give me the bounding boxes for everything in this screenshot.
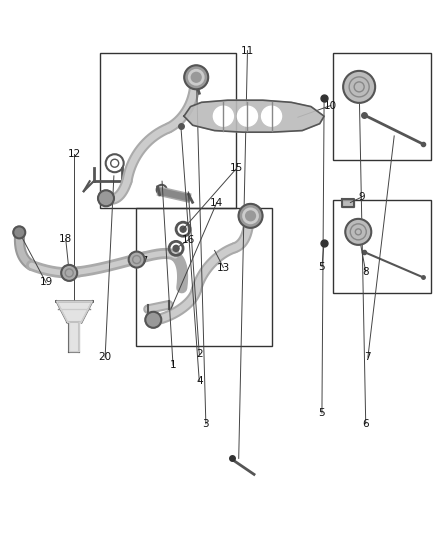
Text: 16: 16 xyxy=(182,235,195,245)
Bar xyxy=(333,53,431,160)
Circle shape xyxy=(98,190,114,206)
Circle shape xyxy=(213,106,233,126)
Text: 2: 2 xyxy=(196,350,203,359)
Circle shape xyxy=(345,219,371,245)
Circle shape xyxy=(343,71,375,103)
Circle shape xyxy=(129,252,145,268)
Text: 13: 13 xyxy=(217,263,230,272)
Polygon shape xyxy=(184,100,324,132)
Circle shape xyxy=(184,65,208,90)
Text: 7: 7 xyxy=(364,352,371,362)
Text: 10: 10 xyxy=(324,101,337,110)
Bar xyxy=(136,208,272,346)
Text: 18: 18 xyxy=(59,234,72,244)
Text: 14: 14 xyxy=(210,198,223,207)
Circle shape xyxy=(239,204,262,228)
Circle shape xyxy=(61,265,77,281)
Text: 5: 5 xyxy=(318,408,325,418)
Text: 20: 20 xyxy=(99,352,112,362)
Polygon shape xyxy=(342,198,354,207)
Text: 9: 9 xyxy=(358,192,365,202)
Text: 12: 12 xyxy=(68,149,81,158)
Circle shape xyxy=(145,312,161,328)
Text: 4: 4 xyxy=(196,376,203,386)
Circle shape xyxy=(261,106,282,126)
Circle shape xyxy=(237,106,258,126)
Circle shape xyxy=(13,227,25,238)
Bar xyxy=(333,200,431,293)
Circle shape xyxy=(173,245,179,252)
Text: 19: 19 xyxy=(39,278,53,287)
Text: 5: 5 xyxy=(318,262,325,271)
Text: 6: 6 xyxy=(362,419,369,429)
Circle shape xyxy=(180,226,186,232)
Polygon shape xyxy=(57,301,92,352)
Text: 11: 11 xyxy=(241,46,254,55)
Bar xyxy=(100,53,236,208)
Text: 1: 1 xyxy=(170,360,177,370)
Text: 8: 8 xyxy=(362,267,369,277)
Text: 15: 15 xyxy=(230,164,243,173)
Text: 17: 17 xyxy=(136,256,149,266)
Text: 3: 3 xyxy=(202,419,209,429)
